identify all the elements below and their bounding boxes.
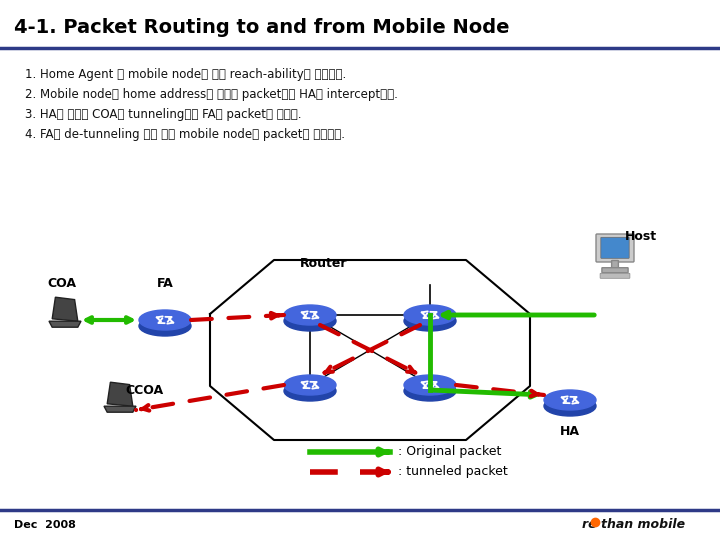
Ellipse shape bbox=[404, 305, 456, 325]
Ellipse shape bbox=[404, 311, 456, 331]
Ellipse shape bbox=[284, 381, 336, 401]
Text: 4. FA는 de-tunneling 하여 해당 mobile node에 packet을 전달한다.: 4. FA는 de-tunneling 하여 해당 mobile node에 p… bbox=[25, 128, 345, 141]
Text: Host: Host bbox=[625, 231, 657, 244]
Text: 4-1. Packet Routing to and from Mobile Node: 4-1. Packet Routing to and from Mobile N… bbox=[14, 18, 510, 37]
Text: COA: COA bbox=[47, 277, 76, 290]
FancyBboxPatch shape bbox=[600, 237, 629, 258]
Ellipse shape bbox=[139, 310, 191, 330]
Polygon shape bbox=[49, 321, 81, 327]
Text: re than mobile: re than mobile bbox=[582, 518, 685, 531]
Ellipse shape bbox=[544, 396, 596, 416]
Ellipse shape bbox=[404, 381, 456, 401]
Text: : tunneled packet: : tunneled packet bbox=[398, 465, 508, 478]
Text: FA: FA bbox=[157, 277, 174, 290]
Text: Dec  2008: Dec 2008 bbox=[14, 520, 76, 530]
Ellipse shape bbox=[284, 311, 336, 331]
Ellipse shape bbox=[544, 390, 596, 410]
Ellipse shape bbox=[139, 316, 191, 336]
Ellipse shape bbox=[284, 375, 336, 395]
Polygon shape bbox=[53, 297, 78, 321]
Text: 3. HA는 등록된 COA로 tunneling하여 FA로 packet을 보낸다.: 3. HA는 등록된 COA로 tunneling하여 FA로 packet을 … bbox=[25, 108, 302, 121]
Ellipse shape bbox=[284, 305, 336, 325]
Ellipse shape bbox=[404, 375, 456, 395]
Text: 1. Home Agent 는 mobile node에 대한 reach-ability를 광고한다.: 1. Home Agent 는 mobile node에 대한 reach-ab… bbox=[25, 68, 346, 81]
Polygon shape bbox=[107, 382, 132, 406]
FancyBboxPatch shape bbox=[611, 260, 618, 269]
Text: : Original packet: : Original packet bbox=[398, 446, 501, 458]
Text: Router: Router bbox=[300, 257, 348, 270]
Text: HA: HA bbox=[560, 425, 580, 438]
FancyBboxPatch shape bbox=[600, 273, 630, 278]
FancyBboxPatch shape bbox=[596, 234, 634, 262]
FancyBboxPatch shape bbox=[602, 268, 628, 273]
Polygon shape bbox=[104, 406, 136, 412]
Text: CCOA: CCOA bbox=[125, 384, 163, 397]
Text: 2. Mobile node의 home address로 향하는 packet들을 HA가 intercept한다.: 2. Mobile node의 home address로 향하는 packet… bbox=[25, 88, 398, 101]
